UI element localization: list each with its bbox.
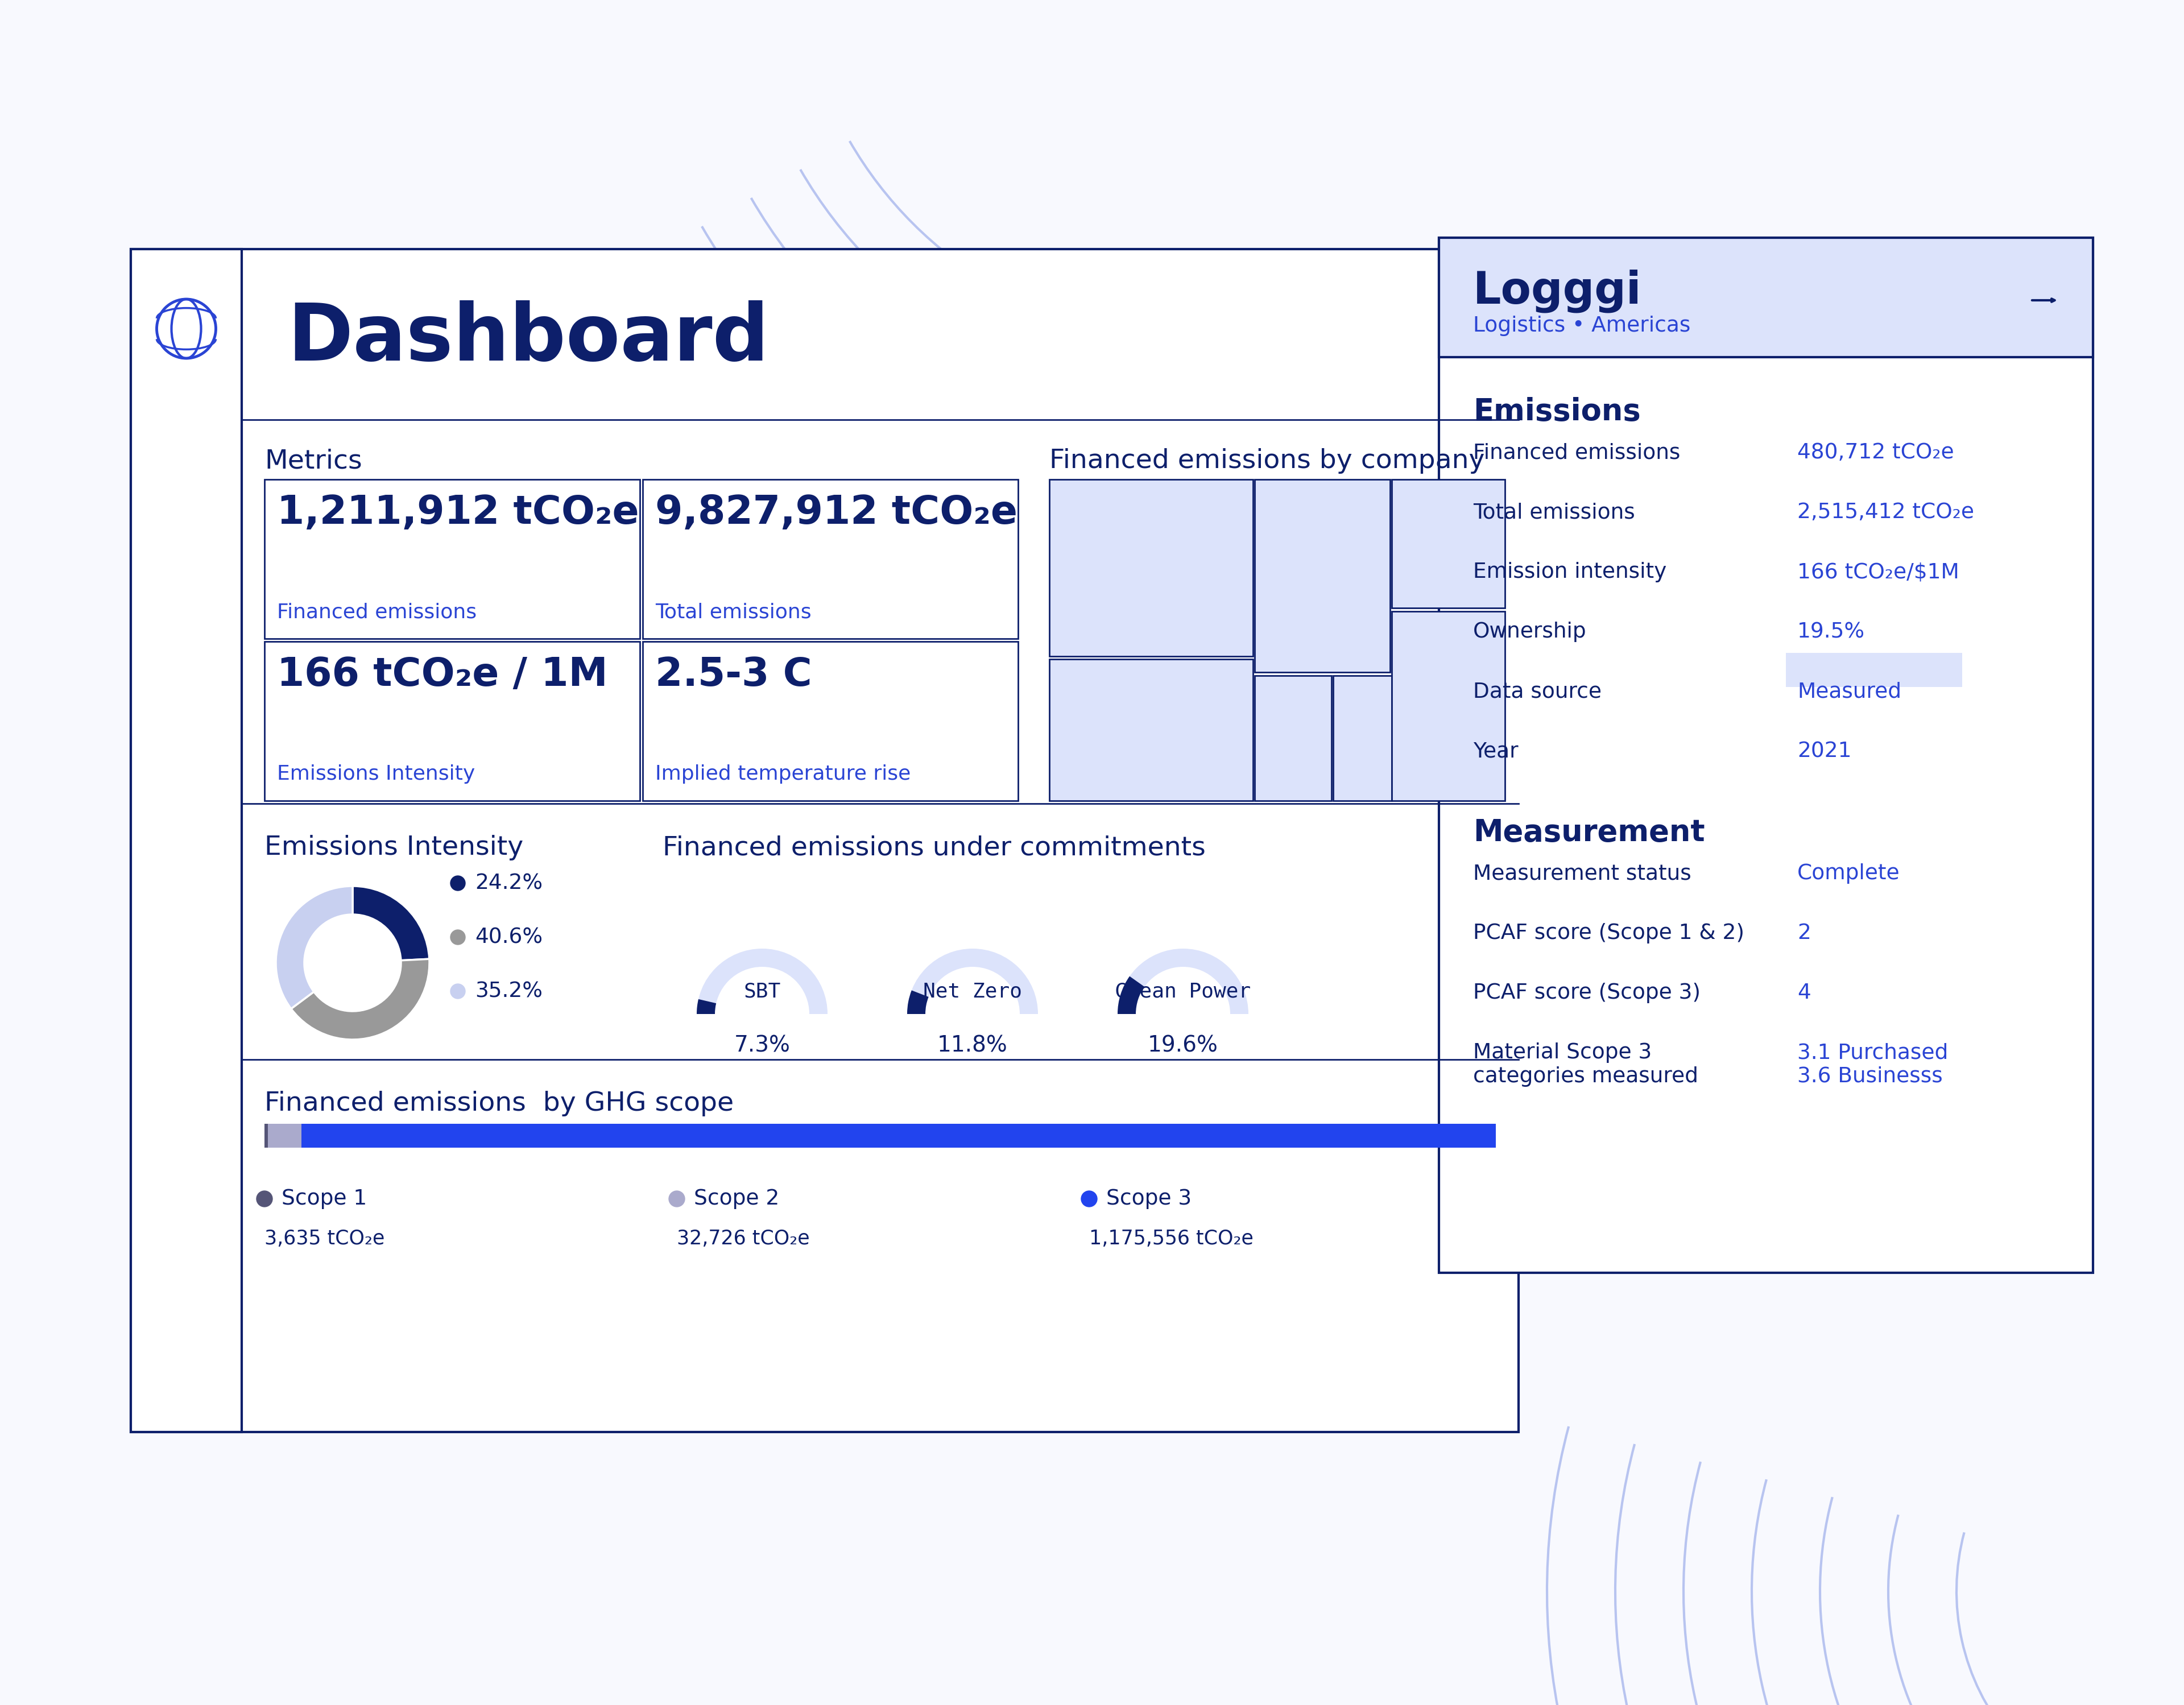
Text: 7.3%: 7.3% — [734, 1035, 791, 1055]
Bar — [1048, 479, 1254, 656]
Bar — [264, 479, 640, 639]
Bar — [1439, 237, 2092, 1272]
Text: Financed emissions by company: Financed emissions by company — [1048, 448, 1485, 474]
Text: 2: 2 — [1797, 922, 1811, 943]
Text: 3,635 tCO₂e: 3,635 tCO₂e — [264, 1229, 384, 1248]
Wedge shape — [290, 958, 430, 1040]
Text: Net Zero: Net Zero — [924, 982, 1022, 1001]
Text: Ownership: Ownership — [1472, 622, 1586, 643]
Text: Total emissions: Total emissions — [1472, 503, 1636, 523]
Bar — [1391, 610, 1505, 801]
Text: Year: Year — [1472, 742, 1518, 762]
Text: Measurement: Measurement — [1472, 818, 1706, 847]
Bar — [1048, 660, 1254, 801]
Text: Logistics • Americas: Logistics • Americas — [1472, 315, 1690, 336]
Circle shape — [450, 929, 465, 945]
Text: Scope 3: Scope 3 — [1107, 1188, 1192, 1209]
Text: 480,712 tCO₂e: 480,712 tCO₂e — [1797, 443, 1955, 464]
Bar — [269, 1124, 301, 1147]
Text: Dashboard: Dashboard — [288, 300, 769, 377]
Text: Metrics: Metrics — [264, 448, 363, 474]
Text: Total emissions: Total emissions — [655, 602, 812, 622]
Text: 1,211,912 tCO₂e: 1,211,912 tCO₂e — [277, 494, 640, 532]
Text: Data source: Data source — [1472, 682, 1601, 702]
Text: Financed emissions  by GHG scope: Financed emissions by GHG scope — [264, 1091, 734, 1117]
Text: Implied temperature rise: Implied temperature rise — [655, 764, 911, 784]
Bar — [642, 641, 1018, 801]
Text: PCAF score (Scope 1 & 2): PCAF score (Scope 1 & 2) — [1472, 922, 1745, 943]
Text: 11.8%: 11.8% — [937, 1035, 1007, 1055]
Text: 3.1 Purchased
3.6 Businesss: 3.1 Purchased 3.6 Businesss — [1797, 1042, 1948, 1086]
Bar — [131, 249, 1518, 1432]
Text: 24.2%: 24.2% — [474, 873, 542, 893]
Bar — [264, 641, 640, 801]
Text: 19.6%: 19.6% — [1149, 1035, 1219, 1055]
Wedge shape — [275, 887, 352, 1009]
Text: Financed emissions: Financed emissions — [277, 602, 476, 622]
Bar — [642, 479, 1018, 639]
Bar — [1332, 675, 1391, 801]
Wedge shape — [352, 887, 430, 960]
Text: 19.5%: 19.5% — [1797, 622, 1865, 643]
Text: Financed emissions under commitments: Financed emissions under commitments — [662, 835, 1206, 861]
Text: 4: 4 — [1797, 982, 1811, 1003]
Bar — [131, 249, 242, 1432]
Text: Clean Power: Clean Power — [1116, 982, 1251, 1001]
Text: Logggi: Logggi — [1472, 269, 1642, 312]
Wedge shape — [906, 991, 928, 1014]
Wedge shape — [906, 948, 1037, 1014]
Text: 166 tCO₂e/$1M: 166 tCO₂e/$1M — [1797, 563, 1959, 583]
Bar — [264, 1124, 269, 1147]
Text: SBT: SBT — [743, 982, 780, 1001]
Text: Complete: Complete — [1797, 863, 1900, 883]
Bar — [1787, 653, 1961, 687]
Text: 2021: 2021 — [1797, 742, 1852, 762]
Text: 9,827,912 tCO₂e: 9,827,912 tCO₂e — [655, 494, 1018, 532]
Text: 166 tCO₂e / 1M: 166 tCO₂e / 1M — [277, 656, 607, 694]
Text: Measurement status: Measurement status — [1472, 863, 1690, 883]
Circle shape — [450, 876, 465, 890]
Text: 1,175,556 tCO₂e: 1,175,556 tCO₂e — [1090, 1229, 1254, 1248]
Bar — [1254, 675, 1332, 801]
Bar — [1391, 479, 1505, 609]
Text: Measured: Measured — [1797, 682, 1902, 702]
Text: 2.5-3 C: 2.5-3 C — [655, 656, 812, 694]
Text: 32,726 tCO₂e: 32,726 tCO₂e — [677, 1229, 810, 1248]
Text: 35.2%: 35.2% — [474, 980, 542, 1001]
Circle shape — [1081, 1190, 1096, 1207]
Circle shape — [668, 1190, 686, 1207]
Text: Emission intensity: Emission intensity — [1472, 563, 1666, 583]
Circle shape — [256, 1190, 273, 1207]
Text: Scope 1: Scope 1 — [282, 1188, 367, 1209]
Text: PCAF score (Scope 3): PCAF score (Scope 3) — [1472, 982, 1701, 1003]
Text: 2,515,412 tCO₂e: 2,515,412 tCO₂e — [1797, 503, 1974, 523]
Wedge shape — [697, 999, 716, 1014]
Wedge shape — [697, 948, 828, 1014]
Wedge shape — [1118, 977, 1144, 1014]
Bar — [1254, 479, 1391, 672]
Text: Emissions Intensity: Emissions Intensity — [264, 835, 524, 861]
Text: Emissions: Emissions — [1472, 397, 1640, 426]
Bar — [1439, 237, 2092, 356]
Text: 40.6%: 40.6% — [474, 928, 542, 948]
Circle shape — [450, 984, 465, 999]
Text: Emissions Intensity: Emissions Intensity — [277, 764, 476, 784]
Text: Financed emissions: Financed emissions — [1472, 443, 1679, 464]
Bar — [301, 1124, 1496, 1147]
Text: Material Scope 3
categories measured: Material Scope 3 categories measured — [1472, 1042, 1699, 1086]
Text: Scope 2: Scope 2 — [695, 1188, 780, 1209]
Wedge shape — [1118, 948, 1249, 1014]
